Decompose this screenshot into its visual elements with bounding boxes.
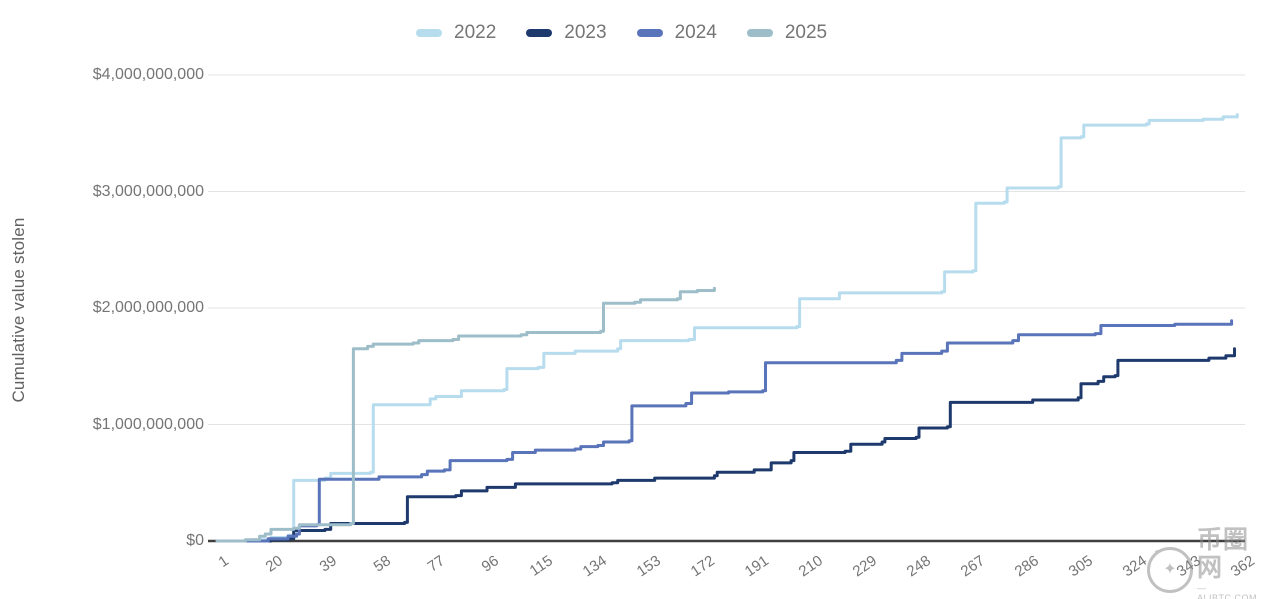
- watermark-domain: —ALIBTC.COM—: [1197, 583, 1258, 599]
- legend-swatch-icon: [416, 29, 442, 37]
- series-line-2022: [215, 113, 1239, 543]
- legend-label: 2024: [674, 22, 717, 43]
- watermark: ~ ✦ 币圈网 —ALIBTC.COM—: [1147, 526, 1265, 599]
- legend: 2022 2023 2024 2025: [416, 22, 827, 44]
- legend-swatch-icon: [526, 29, 553, 37]
- y-tick-label: $3,000,000,000: [92, 182, 204, 200]
- legend-item-2023: 2023: [526, 22, 607, 44]
- y-tick-label: $1,000,000,000: [92, 415, 204, 433]
- star-icon: ✦: [1163, 561, 1177, 578]
- legend-swatch-icon: [746, 29, 773, 37]
- y-tick-label: $2,000,000,000: [92, 299, 204, 316]
- series-line-2024: [215, 319, 1234, 543]
- series-line-2025: [215, 286, 716, 543]
- legend-label: 2023: [564, 22, 607, 43]
- y-tick-label: $0: [186, 532, 204, 549]
- coin-logo-icon: ~ ✦: [1147, 540, 1193, 593]
- legend-item-2025: 2025: [746, 22, 828, 44]
- legend-label: 2022: [454, 22, 497, 43]
- legend-item-2022: 2022: [416, 22, 496, 44]
- legend-item-2024: 2024: [636, 22, 717, 44]
- watermark-text: 币圈网: [1197, 526, 1250, 582]
- dragon-swirl-icon: ~: [1151, 540, 1165, 562]
- legend-label: 2025: [784, 22, 828, 43]
- legend-swatch-icon: [636, 29, 663, 37]
- series-line-2023: [215, 347, 1236, 543]
- y-tick-label: $4,000,000,000: [92, 66, 204, 83]
